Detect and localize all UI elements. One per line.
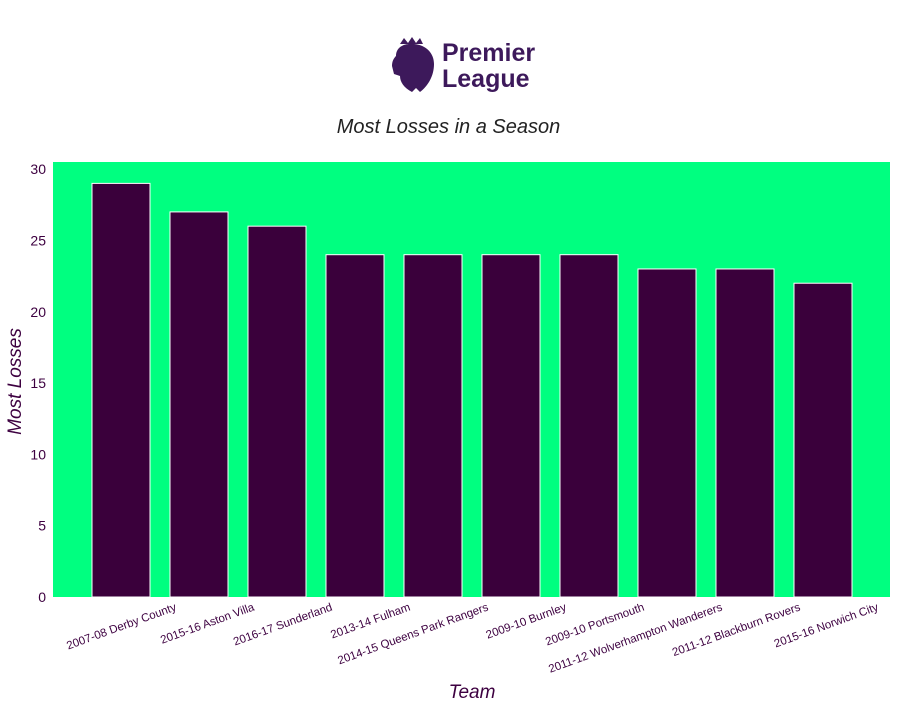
bar: [637, 268, 697, 598]
bar: [325, 254, 385, 598]
lion-crest-icon: [392, 37, 434, 92]
bars-group: [91, 182, 853, 598]
chart-title: Most Losses in a Season: [336, 116, 561, 138]
bar: [715, 268, 775, 598]
bar: [793, 282, 853, 598]
y-tick-label: 15: [30, 375, 46, 391]
bar: [481, 254, 541, 598]
y-axis-ticks: 0 5 10 15 20 25 30: [30, 161, 46, 605]
y-tick-label: 5: [38, 518, 46, 534]
y-tick-label: 0: [38, 589, 46, 605]
bar: [403, 254, 463, 598]
y-tick-label: 20: [30, 304, 46, 320]
x-tick-label: 2007-08 Derby County: [65, 601, 178, 652]
bar: [559, 254, 619, 598]
logo-text-league: League: [442, 65, 530, 93]
premier-league-logo: Premier League: [392, 37, 535, 93]
y-tick-label: 10: [30, 446, 46, 462]
bar: [91, 182, 151, 598]
bar: [247, 225, 307, 598]
y-tick-label: 25: [30, 232, 46, 248]
logo-text-premier: Premier: [442, 39, 535, 67]
x-tick-label: 2014-15 Queens Park Rangers: [336, 601, 490, 667]
y-axis-title: Most Losses: [5, 328, 26, 435]
bar: [169, 211, 229, 598]
x-tick-label: 2011-12 Blackburn Rovers: [671, 601, 802, 659]
x-axis-title: Team: [449, 682, 496, 703]
y-tick-label: 30: [30, 161, 46, 177]
